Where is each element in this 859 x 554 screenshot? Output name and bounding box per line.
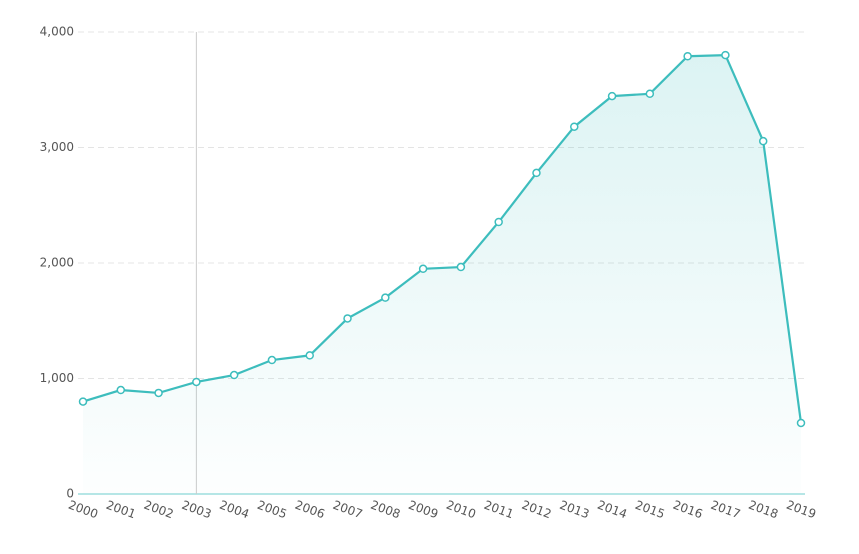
y-tick-label: 1,000 — [40, 371, 74, 385]
data-point — [154, 388, 163, 398]
data-point — [532, 168, 541, 178]
x-tick-label: 2009 — [407, 498, 440, 522]
data-point — [796, 418, 806, 428]
x-tick-label: 2013 — [558, 498, 591, 522]
y-tick-label: 3,000 — [40, 140, 74, 154]
data-point — [570, 122, 579, 131]
x-tick-label: 2002 — [142, 498, 175, 522]
x-tick-label: 2001 — [104, 498, 137, 522]
y-tick-label: 4,000 — [40, 25, 74, 39]
x-tick-label: 2016 — [671, 498, 704, 522]
series-line — [82, 53, 803, 424]
data-point — [418, 264, 428, 274]
data-point — [645, 89, 655, 99]
data-point — [343, 314, 352, 323]
data-point — [607, 91, 617, 101]
y-tick-label: 2,000 — [40, 256, 74, 270]
data-point — [229, 370, 239, 380]
data-point — [192, 377, 201, 387]
x-tick-label: 2003 — [180, 498, 213, 522]
data-point — [683, 52, 692, 61]
data-point — [116, 385, 126, 395]
data-point — [267, 355, 277, 365]
x-tick-label: 2019 — [784, 498, 817, 522]
x-tick-label: 2007 — [331, 498, 364, 522]
data-point — [381, 293, 390, 302]
x-tick-label: 2018 — [747, 498, 780, 522]
x-tick-label: 2010 — [444, 498, 477, 522]
x-tick-label: 2015 — [633, 498, 666, 522]
data-point — [758, 136, 768, 146]
x-tick-label: 2000 — [66, 498, 99, 522]
data-point — [494, 217, 503, 227]
y-tick-label: 0 — [66, 487, 74, 501]
x-tick-label: 2012 — [520, 498, 553, 522]
data-point — [456, 262, 466, 272]
data-point — [305, 351, 314, 360]
x-tick-label: 2008 — [369, 498, 402, 522]
x-tick-label: 2005 — [255, 498, 288, 522]
x-tick-label: 2004 — [218, 498, 251, 522]
x-tick-label: 2011 — [482, 498, 515, 522]
x-tick-label: 2006 — [293, 498, 326, 522]
area-fill — [83, 55, 801, 494]
data-point — [721, 50, 730, 60]
x-tick-label: 2014 — [595, 498, 628, 522]
x-tick-label: 2017 — [709, 498, 742, 522]
data-point — [78, 397, 88, 406]
